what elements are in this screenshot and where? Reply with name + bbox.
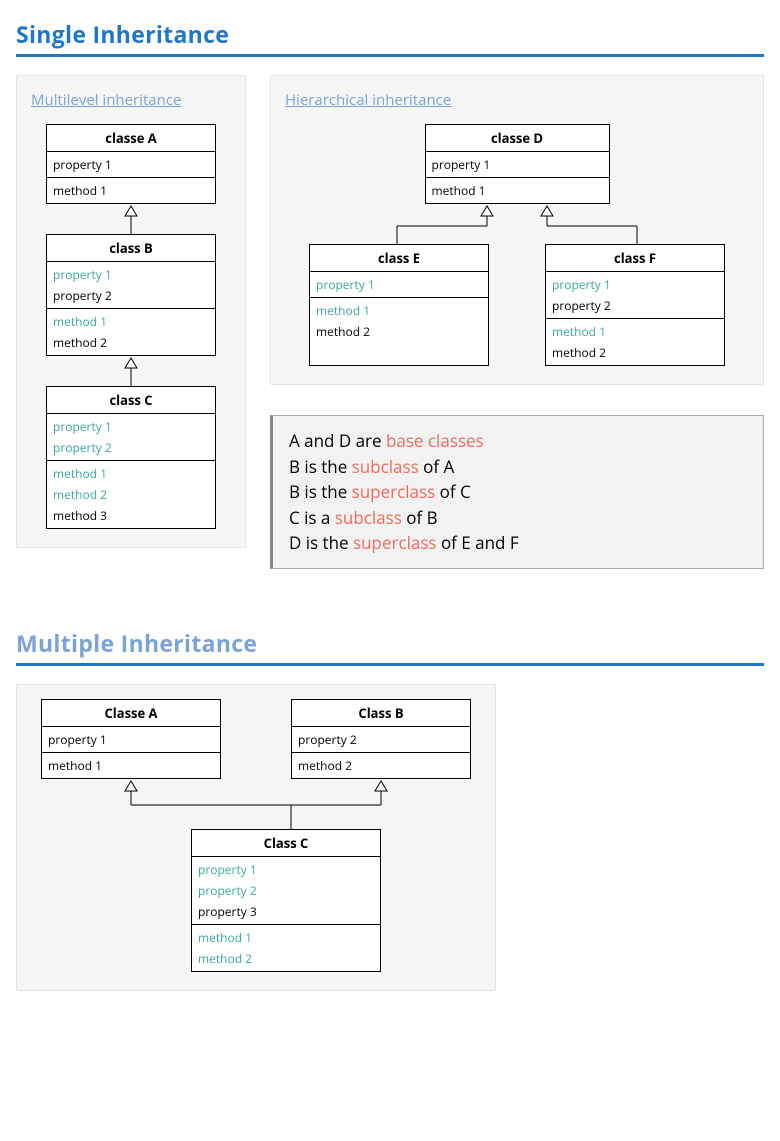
multilevel-title: Multilevel inheritance	[31, 90, 231, 110]
uml-prop: property 2	[198, 880, 374, 901]
uml-class-b: class B property 1 property 2 method 1 m…	[46, 234, 216, 356]
arrow-ab-c	[36, 779, 476, 829]
arrow-d-ef	[307, 204, 727, 244]
uml-head: Class B	[292, 700, 470, 727]
note-line: C is a subclass of B	[289, 505, 747, 531]
section-rule	[16, 54, 764, 57]
section-title-multiple: Multiple Inheritance	[16, 627, 764, 659]
uml-prop: property 1	[53, 264, 209, 285]
uml-method: method 1	[53, 180, 209, 201]
note-line: D is the superclass of E and F	[289, 530, 747, 556]
note-line: B is the superclass of C	[289, 479, 747, 505]
uml-method: method 2	[552, 342, 718, 363]
uml-prop: property 1	[53, 416, 209, 437]
section-title-single: Single Inheritance	[16, 18, 764, 50]
multilevel-panel: Multilevel inheritance classe A property…	[16, 75, 246, 548]
uml-prop: property 1	[316, 274, 482, 295]
uml-head: classe D	[426, 125, 609, 152]
uml-method: method 2	[198, 948, 374, 969]
note-line: A and D are base classes	[289, 428, 747, 454]
uml-prop: property 1	[198, 859, 374, 880]
note-line: B is the subclass of A	[289, 454, 747, 480]
uml-method: method 2	[316, 321, 482, 342]
uml-prop: property 3	[198, 901, 374, 922]
uml-prop: property 1	[48, 729, 214, 750]
uml-class-d: classe D property 1 method 1	[425, 124, 610, 204]
uml-method: method 1	[53, 311, 209, 332]
uml-method: method 1	[432, 180, 603, 201]
multiple-panel: Classe A property 1 method 1 Class B pro…	[16, 684, 496, 991]
hierarchical-panel: Hierarchical inheritance classe D proper…	[270, 75, 764, 385]
uml-head: classe A	[47, 125, 215, 152]
uml-prop: property 1	[53, 154, 209, 175]
uml-head: class C	[47, 387, 215, 414]
uml-method: method 1	[198, 927, 374, 948]
uml-method: method 1	[48, 755, 214, 776]
uml-prop: property 1	[552, 274, 718, 295]
uml-mult-a: Classe A property 1 method 1	[41, 699, 221, 779]
uml-class-c: class C property 1 property 2 method 1 m…	[46, 386, 216, 529]
uml-head: class B	[47, 235, 215, 262]
arrow-b-c	[46, 356, 216, 386]
uml-prop: property 2	[298, 729, 464, 750]
uml-mult-b: Class B property 2 method 2	[291, 699, 471, 779]
uml-method: method 1	[552, 321, 718, 342]
uml-method: method 2	[53, 484, 209, 505]
uml-head: Classe A	[42, 700, 220, 727]
uml-mult-c: Class C property 1 property 2 property 3…	[191, 829, 381, 972]
uml-class-e: class E property 1 method 1 method 2	[309, 244, 489, 366]
uml-prop: property 2	[552, 295, 718, 316]
notes-box: A and D are base classes B is the subcla…	[270, 415, 764, 569]
uml-method: method 3	[53, 505, 209, 526]
uml-method: method 2	[298, 755, 464, 776]
arrow-a-b	[46, 204, 216, 234]
uml-method: method 1	[316, 300, 482, 321]
uml-head: class E	[310, 245, 488, 272]
section-rule-2	[16, 663, 764, 666]
uml-head: class F	[546, 245, 724, 272]
uml-class-a: classe A property 1 method 1	[46, 124, 216, 204]
uml-head: Class C	[192, 830, 380, 857]
uml-prop: property 2	[53, 285, 209, 306]
uml-class-f: class F property 1 property 2 method 1 m…	[545, 244, 725, 366]
uml-prop: property 2	[53, 437, 209, 458]
uml-prop: property 1	[432, 154, 603, 175]
uml-method: method 1	[53, 463, 209, 484]
uml-method: method 2	[53, 332, 209, 353]
hierarchical-title: Hierarchical inheritance	[285, 90, 749, 110]
